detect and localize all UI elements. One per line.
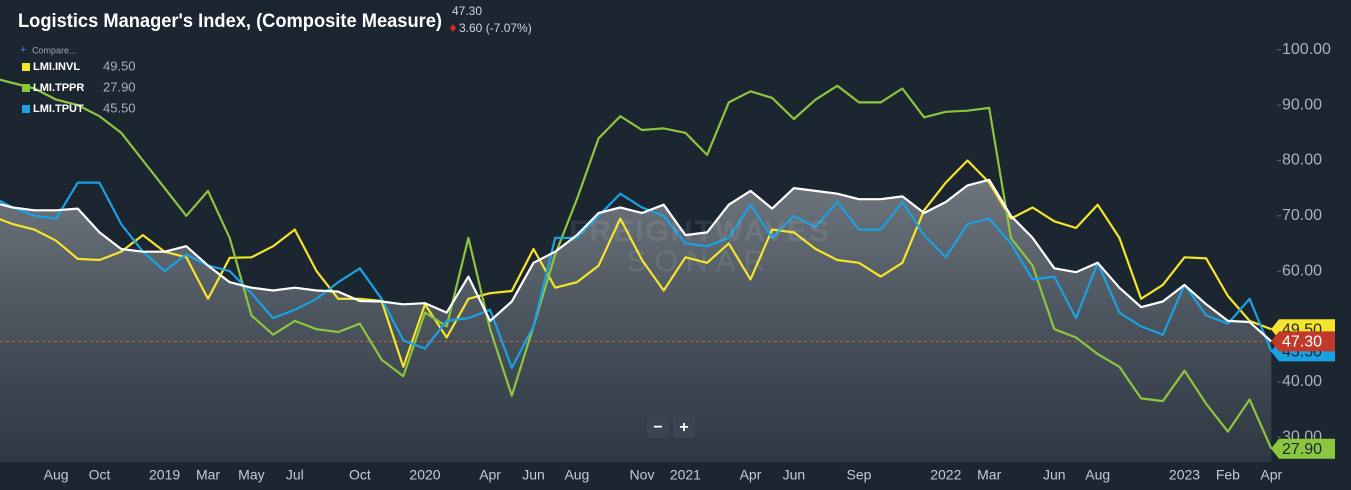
composite-area [0, 179, 1272, 462]
plot-area [0, 78, 1277, 462]
x-tick-label: Sep [847, 467, 872, 483]
x-tick-label: Oct [89, 467, 111, 483]
x-tick-label: Apr [740, 467, 762, 483]
y-tick-label: 100.00 [1282, 41, 1331, 58]
legend-value: 45.50 [103, 100, 136, 115]
last-value-label: 27.90 [1282, 441, 1322, 458]
legend-label: LMI.TPPR [33, 82, 84, 94]
zoom-controls: − + [647, 416, 695, 438]
legend-swatch [22, 105, 30, 113]
legend-label: LMI.INVL [33, 61, 80, 73]
x-tick-label: 2023 [1169, 467, 1200, 483]
change-icon [450, 24, 456, 32]
x-tick-label: Jun [1043, 467, 1066, 483]
x-tick-label: 2021 [670, 467, 701, 483]
legend-swatch [22, 63, 30, 71]
legend-swatch [22, 84, 30, 92]
legend-value: 49.50 [103, 58, 136, 73]
composite-line [0, 178, 1273, 343]
compare-icon[interactable]: + [20, 44, 26, 56]
chart-title: Logistics Manager's Index, (Composite Me… [18, 11, 442, 32]
zoom-in[interactable] [673, 416, 695, 438]
legend-value: 27.90 [103, 79, 136, 94]
x-tick-label: Feb [1216, 467, 1240, 483]
x-tick-label: Mar [977, 467, 1001, 483]
x-tick-label: 2020 [409, 467, 440, 483]
y-tick-label: 90.00 [1282, 96, 1322, 113]
x-tick-label: Oct [349, 467, 371, 483]
x-tick-label: Apr [1260, 467, 1282, 483]
x-tick-label: Aug [564, 467, 589, 483]
legend-label: LMI.TPUT [33, 103, 84, 115]
zoom-in-label[interactable]: + [679, 419, 688, 436]
compare-button[interactable]: Compare... [32, 45, 77, 55]
last-value-label: 47.30 [1282, 334, 1322, 351]
x-tick-label: Mar [196, 467, 220, 483]
series-line [0, 159, 1272, 368]
x-tick-label: Jun [522, 467, 545, 483]
zoom-out[interactable] [647, 416, 669, 438]
x-tick-label: May [238, 467, 264, 483]
y-tick-label: 80.00 [1282, 152, 1322, 169]
change-value: 3.60 (-7.07%) [459, 21, 532, 35]
y-tick-label: 70.00 [1282, 207, 1322, 224]
x-tick-label: Aug [44, 467, 69, 483]
x-tick-label: Jun [783, 467, 806, 483]
y-tick-label: 60.00 [1282, 262, 1322, 279]
x-tick-label: Apr [479, 467, 501, 483]
x-tick-label: Nov [630, 467, 655, 483]
watermark: SONAR [627, 245, 774, 278]
last-value-badge [1271, 438, 1335, 459]
x-tick-label: 2022 [930, 467, 961, 483]
x-tick-label: 2019 [149, 467, 180, 483]
headline-value: 47.30 [452, 4, 482, 18]
series-line [0, 78, 1273, 450]
last-value-badge [1271, 331, 1335, 352]
x-tick-label: Aug [1085, 467, 1110, 483]
y-tick-label: 40.00 [1282, 373, 1322, 390]
x-tick-label: Jul [286, 467, 304, 483]
watermark: FREIGHTWAVES [569, 215, 831, 248]
zoom-out-label[interactable]: − [653, 419, 662, 436]
